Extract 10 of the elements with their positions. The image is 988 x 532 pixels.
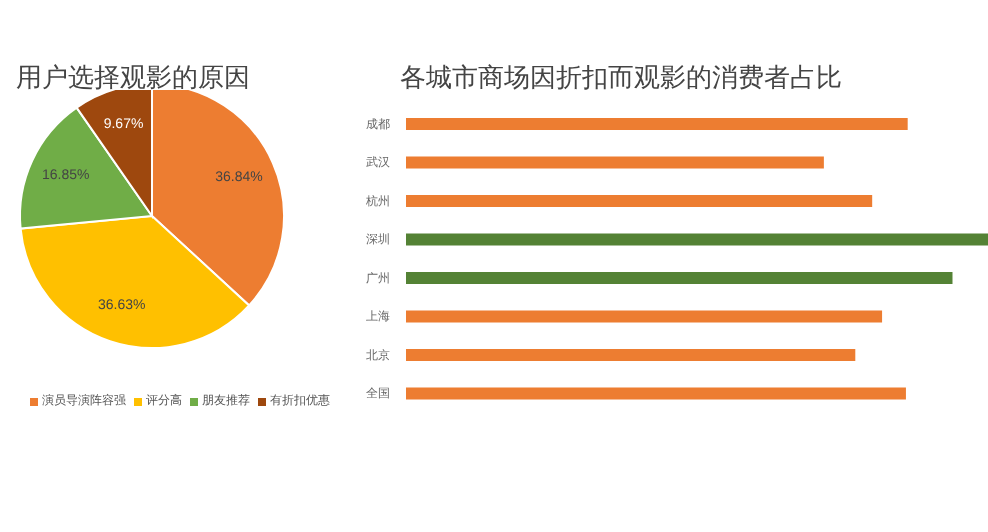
- bar: [406, 195, 873, 207]
- bar: [406, 310, 883, 323]
- bar: [406, 156, 824, 169]
- chart-title: 用户选择观影的原因: [16, 60, 250, 96]
- bar: [406, 272, 953, 284]
- chart-title: 各城市商场因折扣而观影的消费者占比: [400, 60, 842, 96]
- bar: [406, 233, 988, 246]
- bar: [406, 118, 908, 130]
- bar: [406, 387, 906, 400]
- bar: [406, 349, 856, 361]
